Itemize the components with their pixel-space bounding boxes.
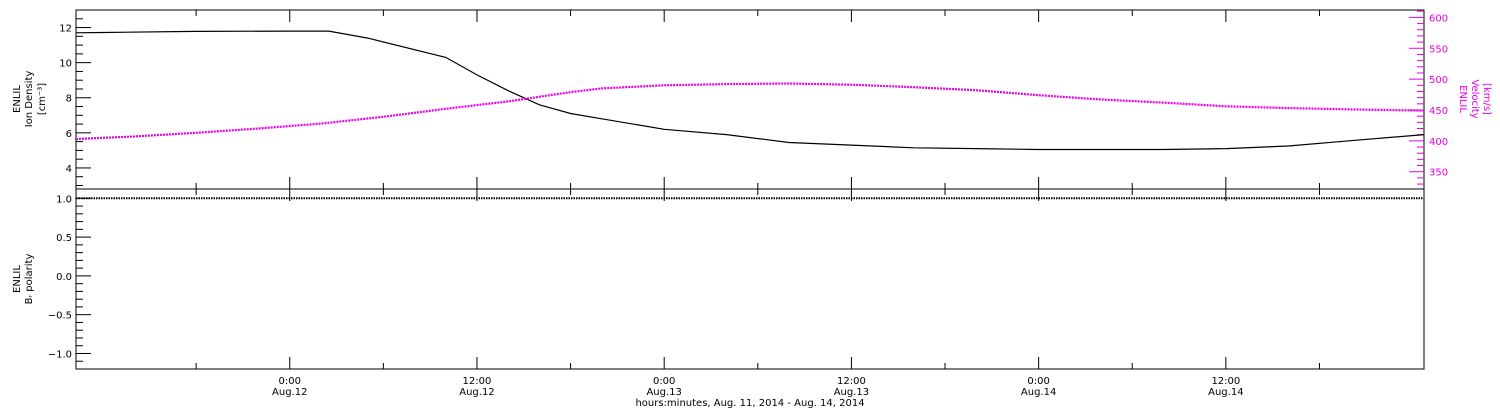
polarity-axis-label-line2: Bᵣ polarity	[24, 254, 35, 305]
density-tick-label: 4	[66, 164, 72, 175]
time-tick-label: 0:00	[1027, 376, 1049, 387]
top-series-group	[75, 30, 1425, 151]
velocity-tick-label: 400	[1429, 137, 1448, 148]
velocity-tick-label: 550	[1429, 44, 1448, 55]
polarity-axis-label-line1: ENLIL	[12, 265, 23, 293]
density-axis-label-line2: Ion Density	[24, 71, 35, 128]
time-tick-label: 12:00	[463, 376, 492, 387]
density-tick-label: 10	[59, 59, 72, 70]
polarity-tick-label: 0.5	[56, 233, 72, 244]
velocity-series-line	[75, 82, 1425, 141]
velocity-axis-label-line3: [km/s]	[1481, 83, 1492, 115]
date-tick-label: Aug.12	[459, 387, 494, 398]
date-tick-label: Aug.13	[646, 387, 681, 398]
velocity-tick-label: 600	[1429, 13, 1448, 24]
date-tick-label: Aug.14	[1021, 387, 1056, 398]
density-tick-label: 8	[66, 94, 72, 105]
density-tick-label: 6	[66, 129, 72, 140]
density-series-line	[75, 30, 1425, 151]
date-tick-label: Aug.14	[1208, 387, 1243, 398]
density-axis-label-line1: ENLIL	[12, 85, 23, 113]
time-tick-label: 12:00	[1211, 376, 1240, 387]
polarity-tick-label: −1.0	[48, 349, 72, 360]
density-tick-label: 12	[59, 24, 72, 35]
date-tick-label: Aug.13	[834, 387, 869, 398]
velocity-axis-label-line2: Velocity	[1469, 79, 1480, 118]
velocity-tick-label: 450	[1429, 106, 1448, 117]
polarity-axis-ticks: −1.0 −0.5 0.0 0.5 1.0	[48, 194, 91, 362]
velocity-axis-label-line1: ENLIL	[1457, 85, 1468, 113]
time-axis: 0:00Aug.1212:00Aug.120:00Aug.1312:00Aug.…	[195, 10, 1320, 398]
bottom-panel-frame	[75, 188, 1425, 370]
velocity-tick-label: 350	[1429, 168, 1448, 179]
polarity-tick-label: 0.0	[56, 272, 72, 283]
polarity-tick-label: −0.5	[48, 311, 72, 322]
time-tick-label: 0:00	[653, 376, 675, 387]
velocity-tick-label: 500	[1429, 75, 1448, 86]
time-tick-label: 12:00	[837, 376, 866, 387]
polarity-tick-label: 1.0	[56, 194, 72, 205]
date-tick-label: Aug.12	[272, 387, 307, 398]
density-axis-label-line3: [cm⁻³]	[37, 83, 48, 115]
time-tick-label: 0:00	[279, 376, 301, 387]
bottom-panel: −1.0 −0.5 0.0 0.5 1.0 ENLIL Bᵣ polarity	[12, 188, 1425, 370]
density-axis-ticks: 4 6 8 10 12	[59, 18, 91, 186]
time-axis-title: hours:minutes, Aug. 11, 2014 - Aug. 14, …	[635, 398, 864, 409]
